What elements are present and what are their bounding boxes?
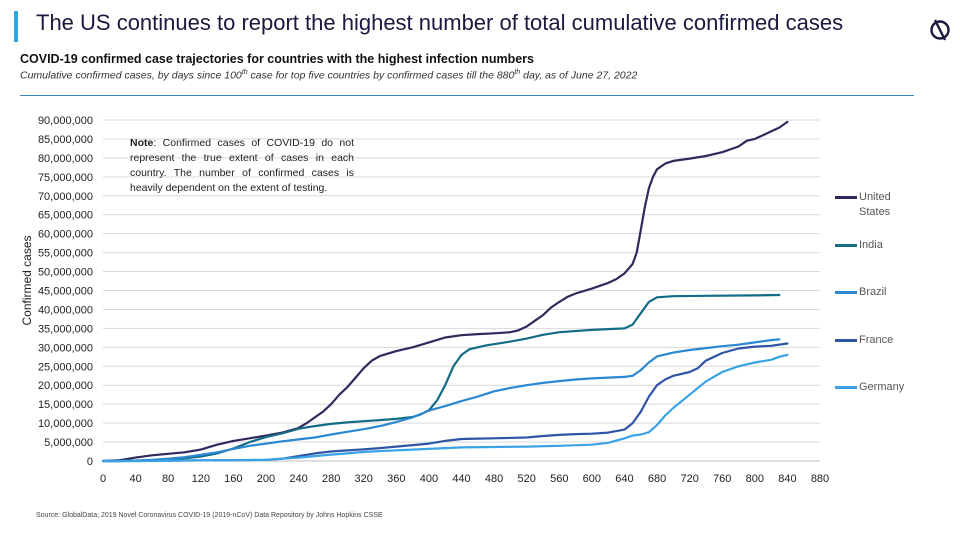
title-accent-bar: [14, 11, 18, 42]
x-tick-label: 240: [289, 473, 307, 485]
x-tick-label: 720: [680, 473, 698, 485]
legend-swatch: [835, 243, 857, 247]
x-tick-label: 520: [518, 473, 536, 485]
y-tick-label: 65,000,000: [38, 210, 93, 222]
series-line-germany: [101, 353, 789, 463]
x-tick-label: 480: [485, 473, 503, 485]
y-tick-label: 50,000,000: [38, 267, 93, 279]
y-tick-label: 20,000,000: [38, 380, 93, 392]
legend-label: Brazil: [859, 286, 887, 298]
x-tick-label: 200: [257, 473, 275, 485]
legend-item: Brazil: [835, 285, 913, 300]
x-tick-label: 560: [550, 473, 568, 485]
legend-item: United States: [835, 190, 913, 220]
legend-label: Germany: [859, 381, 905, 393]
globaldata-logo-icon: [930, 19, 950, 41]
legend-swatch: [835, 338, 857, 342]
y-tick-label: 0: [87, 456, 93, 468]
x-tick-label: 440: [452, 473, 470, 485]
legend-item: India: [835, 238, 913, 253]
x-tick-label: 160: [224, 473, 242, 485]
y-tick-label: 15,000,000: [38, 399, 93, 411]
series-line-india: [101, 293, 781, 463]
legend-label: India: [859, 238, 883, 251]
chart-note: Note: Confirmed cases of COVID-19 do not…: [130, 136, 354, 196]
note-label: Note: [130, 137, 154, 149]
y-tick-label: 40,000,000: [38, 304, 93, 316]
series-line-france: [101, 342, 789, 463]
page-title: The US continues to report the highest n…: [36, 10, 844, 35]
series-line-united-states: [101, 120, 789, 463]
legend-label: United States: [859, 191, 891, 218]
chart-title: COVID-19 confirmed case trajectories for…: [20, 52, 534, 66]
chart-subtitle: Cumulative confirmed cases, by days sinc…: [20, 69, 638, 82]
y-tick-label: 90,000,000: [38, 115, 93, 127]
y-tick-label: 75,000,000: [38, 172, 93, 184]
legend-swatch: [835, 291, 857, 294]
legend-item: France: [835, 333, 913, 348]
y-tick-label: 70,000,000: [38, 191, 93, 203]
series-line-brazil: [101, 338, 781, 463]
x-tick-label: 760: [713, 473, 731, 485]
header-divider: [20, 95, 914, 96]
note-text: : Confirmed cases of COVID-19 do not rep…: [130, 137, 354, 194]
y-tick-label: 85,000,000: [38, 134, 93, 146]
x-tick-label: 880: [811, 473, 829, 485]
y-tick-label: 60,000,000: [38, 229, 93, 241]
legend-swatch: [835, 386, 857, 389]
legend-label: France: [859, 333, 894, 346]
y-axis-title: Confirmed cases: [20, 235, 34, 325]
x-tick-label: 600: [583, 473, 601, 485]
legend-swatch: [835, 196, 857, 199]
x-tick-label: 640: [615, 473, 633, 485]
y-tick-label: 55,000,000: [38, 248, 93, 260]
y-tick-label: 80,000,000: [38, 153, 93, 165]
y-tick-label: 45,000,000: [38, 286, 93, 298]
y-tick-label: 5,000,000: [44, 437, 93, 449]
x-tick-label: 400: [420, 473, 438, 485]
legend-item: Germany: [835, 380, 913, 395]
y-tick-label: 25,000,000: [38, 361, 93, 373]
y-tick-label: 30,000,000: [38, 342, 93, 354]
x-tick-label: 680: [648, 473, 666, 485]
source-note: Source: GlobalData; 2019 Novel Coronavir…: [36, 512, 383, 519]
y-tick-label: 35,000,000: [38, 323, 93, 335]
x-tick-label: 120: [192, 473, 210, 485]
x-tick-label: 840: [778, 473, 796, 485]
y-tick-label: 10,000,000: [38, 418, 93, 430]
x-tick-label: 800: [746, 473, 764, 485]
x-tick-label: 40: [129, 473, 141, 485]
x-tick-label: 80: [162, 473, 174, 485]
x-tick-label: 360: [387, 473, 405, 485]
x-tick-label: 0: [100, 473, 106, 485]
x-tick-label: 320: [355, 473, 373, 485]
x-tick-label: 280: [322, 473, 340, 485]
